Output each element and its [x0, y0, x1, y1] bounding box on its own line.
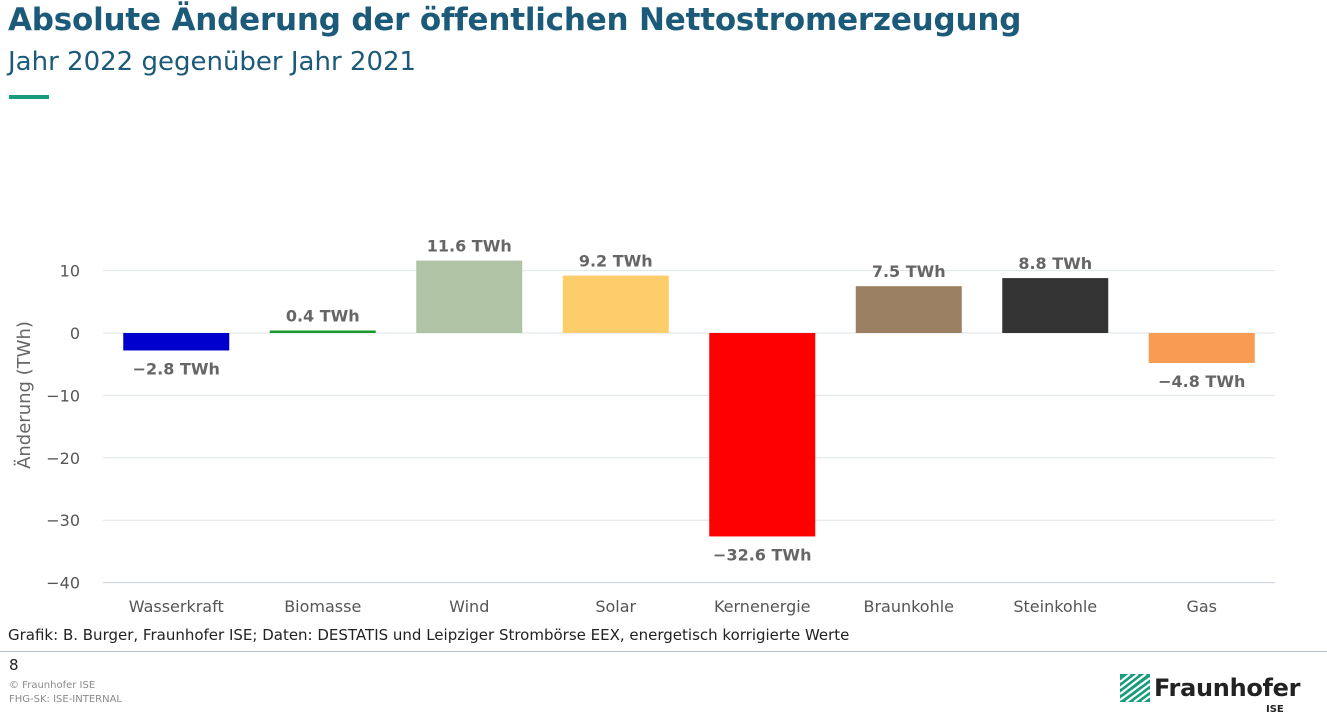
x-tick-label: Braunkohle [863, 597, 954, 616]
data-label: 0.4 TWh [286, 307, 360, 326]
bar-gas [1148, 333, 1255, 363]
bar-braunkohle [855, 286, 962, 333]
chart-title: Absolute Änderung der öffentlichen Netto… [8, 2, 1022, 38]
data-label: −4.8 TWh [1158, 372, 1245, 391]
y-tick-label: −10 [46, 386, 80, 405]
data-label: 7.5 TWh [872, 262, 946, 281]
y-tick-label: 0 [70, 324, 80, 343]
x-tick-label: Steinkohle [1013, 597, 1097, 616]
y-axis-label: Änderung (TWh) [14, 321, 35, 469]
x-tick-label: Kernenergie [714, 597, 811, 616]
x-tick-label: Wind [449, 597, 489, 616]
x-tick-label: Wasserkraft [129, 597, 224, 616]
logo-institute: ISE [1266, 704, 1284, 715]
data-label: −32.6 TWh [713, 545, 811, 564]
classification-label: FHG-SK: ISE-INTERNAL [9, 694, 123, 705]
title-accent-line [9, 95, 49, 99]
y-tick-label: −30 [46, 511, 80, 530]
copyright-notice: © Fraunhofer ISE [9, 680, 96, 691]
fraunhofer-logo: Fraunhofer ISE [1120, 672, 1301, 718]
bar-biomasse [269, 330, 376, 333]
y-tick-label: 10 [60, 262, 80, 281]
logo-wordmark: Fraunhofer [1154, 674, 1301, 702]
x-tick-label: Biomasse [284, 597, 361, 616]
bar-chart: 10 0 −10 −20 −30 −40 Änderung (TWh) −2.8 TWh Was… [14, 237, 1275, 616]
bar-solar [562, 275, 669, 333]
data-label: −2.8 TWh [133, 359, 220, 378]
x-tick-label: Solar [595, 597, 636, 616]
footer-divider [0, 651, 1327, 652]
source-caption: Grafik: B. Burger, Fraunhofer ISE; Daten… [8, 626, 850, 644]
fraunhofer-logo-icon [1120, 674, 1150, 702]
x-tick-label: Gas [1186, 597, 1217, 616]
bar-wasserkraft [123, 333, 230, 351]
y-tick-label: −20 [46, 449, 80, 468]
chart-subtitle: Jahr 2022 gegenüber Jahr 2021 [8, 47, 417, 77]
data-label: 11.6 TWh [427, 237, 512, 256]
data-label: 9.2 TWh [579, 252, 653, 271]
data-label: 8.8 TWh [1018, 254, 1092, 273]
bar-wind [416, 260, 523, 333]
bar-steinkohle [1002, 278, 1109, 333]
bar-kernenergie [709, 333, 816, 537]
page-number: 8 [9, 656, 19, 674]
y-tick-label: −40 [46, 574, 80, 593]
